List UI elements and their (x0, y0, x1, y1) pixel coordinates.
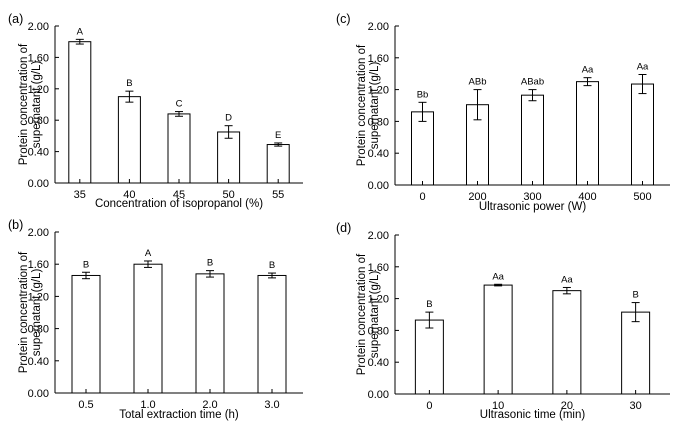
x-tick-label: 0.5 (78, 399, 93, 411)
chart-panel-a: (a) 0.00 0.40 0.80 1.20 1.60 2.00 A 35 B 40 C 45 D 50 E… (8, 12, 303, 210)
panel-label: (d) (336, 221, 351, 235)
bar-1.0 (133, 263, 163, 394)
significance-label: ABb (469, 77, 487, 88)
chart-panel-d: (d) 0.00 0.40 0.80 1.20 1.60 2.00 B 0 Aa 10 Aa 20 B 30… (336, 221, 670, 421)
x-tick-label: 1.0 (140, 399, 155, 411)
y-tick-label: 0.40 (368, 357, 389, 369)
chart-panel-b: (b) 0.00 0.40 0.80 1.20 1.60 2.00 B 0.5 A 1.0 B 2.0 B… (8, 218, 303, 421)
y-tick-label: 0.80 (28, 115, 49, 127)
bar-0.5 (71, 274, 101, 394)
y-axis-title-line-2: supernatant (g/L) (31, 61, 43, 149)
bar-30 (621, 311, 651, 395)
significance-label: B (83, 259, 89, 270)
y-tick-label: 2.00 (28, 227, 49, 239)
bar-10 (483, 284, 513, 395)
significance-label: D (225, 113, 232, 124)
x-tick-label: 500 (633, 191, 651, 203)
y-tick-label: 0.00 (368, 180, 389, 192)
panel-label: (c) (336, 12, 351, 26)
significance-label: B (126, 78, 132, 89)
bar-50 (217, 131, 241, 184)
significance-label: B (426, 299, 432, 310)
y-axis-title-line-2: supernatant (g/L) (369, 271, 381, 359)
x-tick-label: 10 (492, 400, 504, 412)
x-tick-label: 40 (123, 189, 135, 201)
y-tick-label: 1.60 (28, 259, 49, 271)
y-tick-label: 1.60 (368, 53, 389, 65)
significance-label: E (275, 130, 281, 141)
y-tick-label: 0.40 (28, 356, 49, 368)
y-tick-label: 0.80 (368, 325, 389, 337)
x-axis-title: Ultrasonic time (min) (480, 409, 586, 421)
bar-40 (117, 96, 141, 184)
significance-label: Aa (561, 274, 573, 285)
bar-45 (167, 113, 191, 184)
x-tick-label: 300 (523, 191, 541, 203)
y-axis-title-line-2: supernatant (g/L) (31, 269, 43, 357)
y-tick-label: 1.20 (28, 291, 49, 303)
y-tick-label: 2.00 (28, 21, 49, 33)
y-axis-title-line-1: Protein concentration of (18, 43, 30, 165)
y-tick-label: 1.20 (368, 85, 389, 97)
significance-label: B (269, 260, 275, 271)
bar-0 (414, 319, 444, 395)
y-tick-label: 1.60 (368, 262, 389, 274)
significance-label: A (77, 26, 84, 37)
panel-label: (b) (8, 218, 23, 232)
x-tick-label: 0 (426, 400, 432, 412)
x-tick-label: 200 (468, 191, 486, 203)
significance-label: B (632, 290, 638, 301)
significance-label: Aa (492, 271, 504, 282)
y-tick-label: 0.80 (28, 324, 49, 336)
y-tick-label: 2.00 (368, 21, 389, 33)
x-axis-title: Ultrasonic power (W) (479, 201, 587, 213)
x-tick-label: 0 (419, 191, 425, 203)
x-tick-label: 30 (630, 400, 642, 412)
bar-2.0 (195, 273, 225, 394)
bar-20 (552, 290, 582, 395)
x-tick-label: 20 (561, 400, 573, 412)
y-tick-label: 2.00 (368, 230, 389, 242)
x-tick-label: 55 (272, 189, 284, 201)
x-tick-label: 3.0 (264, 399, 279, 411)
y-tick-label: 0.40 (368, 148, 389, 160)
x-axis-title: Total extraction time (h) (119, 409, 239, 421)
significance-label: C (176, 99, 183, 110)
significance-label: Aa (582, 65, 594, 76)
bar-35 (68, 41, 92, 184)
panel-label: (a) (8, 12, 23, 26)
y-tick-label: 0.00 (28, 388, 49, 400)
x-tick-label: 50 (222, 189, 234, 201)
x-tick-label: 35 (74, 189, 86, 201)
y-axis-title-line-1: Protein concentration of (356, 253, 368, 375)
significance-label: Bb (417, 89, 429, 100)
y-tick-label: 1.20 (368, 294, 389, 306)
y-axis-title-line-1: Protein concentration of (18, 251, 30, 373)
significance-label: B (207, 258, 213, 269)
y-tick-label: 0.80 (368, 116, 389, 128)
y-tick-label: 1.60 (28, 52, 49, 64)
y-tick-label: 0.00 (368, 389, 389, 401)
y-tick-label: 0.00 (28, 178, 49, 190)
bar-55 (266, 144, 290, 184)
chart-panel-c: (c) 0.00 0.40 0.80 1.20 1.60 2.00 Bb 0 ABb 200 ABab… (336, 12, 670, 213)
y-axis-title-line-1: Protein concentration of (356, 44, 368, 166)
bar-300 (521, 94, 544, 186)
significance-label: A (145, 248, 152, 259)
bar-3.0 (257, 274, 287, 394)
significance-label: Aa (637, 61, 649, 72)
bar-0 (411, 111, 434, 186)
x-tick-label: 45 (173, 189, 185, 201)
x-tick-label: 400 (578, 191, 596, 203)
bar-500 (631, 83, 654, 186)
y-tick-label: 0.40 (28, 147, 49, 159)
significance-label: ABab (521, 77, 544, 88)
x-tick-label: 2.0 (202, 399, 217, 411)
y-axis-title-line-2: supernatant (g/L) (369, 62, 381, 150)
y-tick-label: 1.20 (28, 84, 49, 96)
x-axis-title: Concentration of isopropanol (%) (95, 198, 263, 210)
bar-400 (576, 81, 599, 186)
